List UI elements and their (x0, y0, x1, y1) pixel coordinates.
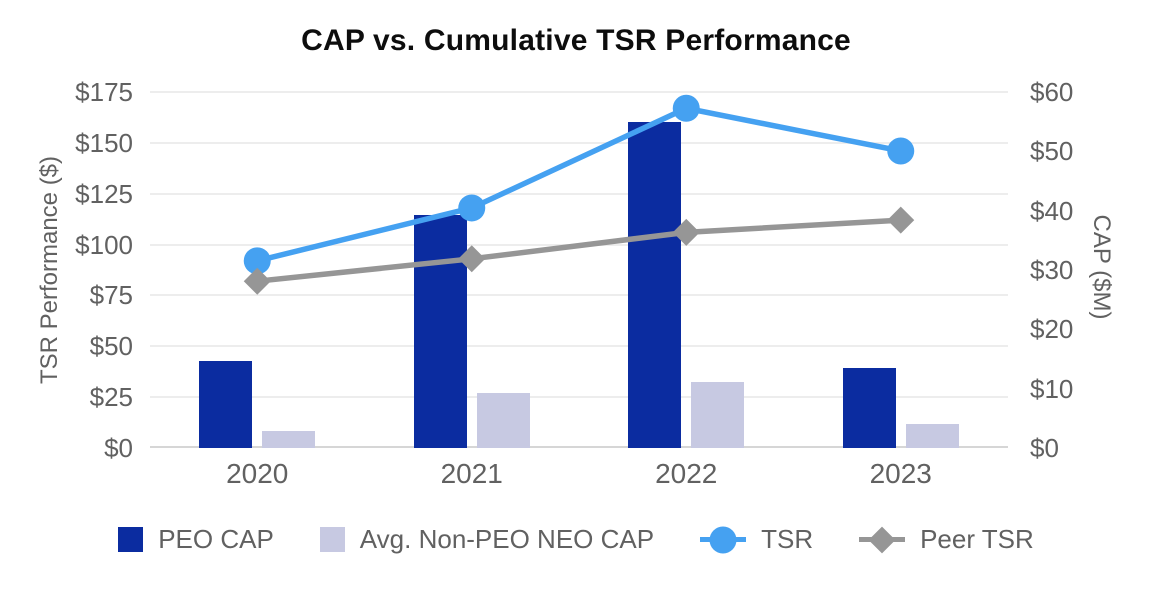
left-axis-tick-label: $50 (89, 331, 133, 362)
tsr-marker-2020 (243, 247, 271, 275)
bar-peo-cap-2021 (413, 215, 467, 448)
tsr-marker-2023 (887, 137, 915, 165)
peer-tsr-marker-2022 (672, 218, 700, 246)
left-axis-title: TSR Performance ($) (36, 155, 63, 385)
x-tick-label-2020: 2020 (226, 458, 289, 489)
right-axis-title: CAP ($M) (1088, 214, 1115, 320)
peer-tsr-marker-2023 (887, 206, 915, 234)
right-axis-tick-label: $40 (1030, 195, 1074, 226)
legend-label: PEO CAP (158, 524, 274, 554)
bar-avg-non-peo-neo-cap-2023 (905, 423, 959, 448)
x-tick-label-2023: 2023 (869, 458, 932, 489)
diamond-line-marker-icon (859, 526, 906, 554)
bar-avg-non-peo-neo-cap-2020 (262, 431, 316, 448)
bar-avg-non-peo-neo-cap-2021 (476, 393, 530, 448)
tsr-marker-2022 (672, 94, 700, 122)
left-axis-tick-label: $125 (75, 178, 133, 209)
bars-layer (150, 92, 1008, 448)
circle-icon (709, 526, 737, 553)
left-axis-tick-label: $25 (89, 382, 133, 413)
x-tick-label-2022: 2022 (655, 458, 718, 489)
gridline (150, 345, 1008, 348)
diamond-icon (868, 526, 896, 553)
peo-cap-swatch-icon (118, 527, 144, 552)
gridline (150, 141, 1008, 144)
left-axis-tick-label: $0 (104, 433, 133, 463)
circle-line-marker-icon (700, 526, 747, 554)
x-tick-label-2021: 2021 (440, 458, 503, 489)
peer-tsr-line (256, 217, 901, 284)
legend-item-tsr: TSR (700, 524, 813, 555)
x-axis-baseline (150, 446, 1008, 448)
legend-item-peo-cap: PEO CAP (118, 524, 274, 555)
right-axis-tick-label: $50 (1030, 136, 1074, 167)
gridline (150, 294, 1008, 297)
legend-item-avg-non-peo-neo-cap: Avg. Non-PEO NEO CAP (319, 524, 655, 555)
bar-avg-non-peo-neo-cap-2022 (691, 382, 745, 448)
plot-area (150, 91, 1008, 448)
left-axis-tick-label: $100 (75, 229, 133, 260)
gridline (150, 396, 1008, 399)
chart-title: CAP vs. Cumulative TSR Performance (301, 24, 851, 57)
bar-peo-cap-2020 (199, 361, 253, 448)
legend-label: TSR (761, 524, 814, 554)
gridline (150, 192, 1008, 195)
legend-item-peer-tsr: Peer TSR (859, 524, 1034, 555)
legend-label: Avg. Non-PEO NEO CAP (359, 524, 655, 554)
bar-peo-cap-2022 (628, 121, 682, 448)
right-axis-tick-label: $0 (1030, 433, 1059, 463)
legend: PEO CAP Avg. Non-PEO NEO CAP TSR Peer TSR (0, 524, 1152, 555)
right-axis-tick-label: $20 (1030, 314, 1074, 345)
gridline (150, 91, 1008, 93)
peer-tsr-marker-2021 (458, 245, 486, 273)
bar-peo-cap-2023 (842, 367, 896, 448)
left-axis-tick-label: $75 (89, 280, 133, 311)
lines-layer (243, 94, 915, 295)
left-axis-tick-label: $175 (75, 77, 133, 107)
tsr-marker-2021 (458, 194, 486, 222)
peer-tsr-marker-2020 (243, 267, 271, 295)
right-axis-tick-label: $10 (1030, 373, 1074, 404)
tsr-line (256, 105, 902, 264)
right-axis-tick-label: $30 (1030, 255, 1074, 285)
right-axis-tick-label: $60 (1030, 77, 1074, 107)
avg-non-peo-neo-cap-swatch-icon (319, 527, 345, 552)
left-axis-tick-label: $150 (75, 127, 133, 158)
legend-label: Peer TSR (920, 524, 1034, 554)
